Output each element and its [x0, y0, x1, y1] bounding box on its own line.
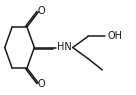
Text: HN: HN — [57, 42, 71, 53]
Text: O: O — [37, 6, 45, 15]
Text: OH: OH — [108, 31, 123, 41]
Text: O: O — [37, 80, 45, 89]
